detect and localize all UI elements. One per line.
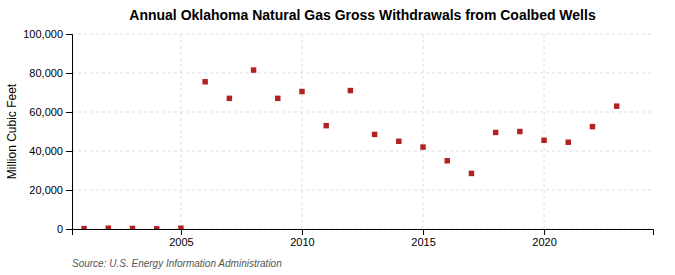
point [590, 124, 595, 129]
y-tick-mark [66, 229, 72, 230]
point [81, 226, 86, 229]
y-grid-line [72, 151, 653, 152]
point [372, 132, 377, 137]
y-tick-label: 40,000 [29, 145, 63, 157]
y-tick: 40,000 [29, 145, 72, 157]
point [227, 96, 232, 101]
x-tick-label: 2020 [532, 236, 556, 248]
title: Annual Oklahoma Natural Gas Gross Withdr… [129, 7, 596, 23]
chart-container: 2005 2010 2015 2020 0 20,000 40,000 60,000 80,00… [0, 0, 675, 275]
x-tick: 2005 [169, 229, 193, 248]
y-tick-label: 60,000 [29, 106, 63, 118]
y-axis-title: Million Cubic Feet [5, 83, 19, 179]
x-tick-mark [181, 229, 182, 235]
y-tick-mark [66, 34, 72, 35]
point [420, 144, 425, 149]
point [348, 88, 353, 93]
point [444, 158, 449, 163]
x-grid-line [180, 34, 181, 229]
y-axis: 0 20,000 40,000 60,000 80,000 100,000 [23, 28, 72, 235]
x-tick-mark [544, 229, 545, 235]
point [541, 138, 546, 143]
y-tick-label: 80,000 [29, 67, 63, 79]
point [517, 129, 522, 134]
y-tick: 20,000 [29, 184, 72, 196]
point [178, 225, 183, 229]
x-tick-mark [423, 229, 424, 235]
x-tick-label: 2005 [169, 236, 193, 248]
point [106, 225, 111, 229]
y-tick-label: 0 [57, 223, 63, 235]
y-grid-line [72, 112, 653, 113]
y-tick: 60,000 [29, 106, 72, 118]
point [251, 67, 256, 72]
point [299, 89, 304, 94]
point [566, 139, 571, 144]
y-axis-line [66, 35, 73, 230]
y-tick: 80,000 [29, 67, 72, 79]
points [81, 67, 619, 229]
y-tick: 100,000 [23, 28, 72, 40]
point [275, 96, 280, 101]
point [493, 130, 498, 135]
chart-svg: 2005 2010 2015 2020 0 20,000 40,000 60,000 80,00… [0, 0, 675, 275]
x-tick-mark [302, 229, 303, 235]
plot-area: 2005 2010 2015 2020 0 20,000 40,000 60,000 80,00… [23, 28, 653, 248]
point [614, 103, 619, 108]
y-grid-line [72, 73, 653, 74]
y-tick-label: 100,000 [23, 28, 63, 40]
source: Source: U.S. Energy Information Administ… [72, 258, 282, 269]
x-grid-line [423, 34, 424, 229]
x-tick: 2015 [411, 229, 435, 248]
point [154, 226, 159, 229]
x-axis: 2005 2010 2015 2020 [73, 229, 654, 248]
x-tick: 2010 [290, 229, 314, 248]
y-grid-line [72, 34, 653, 35]
y-tick-mark [66, 151, 72, 152]
point [396, 139, 401, 144]
point [469, 171, 474, 176]
y-grid-line [72, 190, 653, 191]
x-tick-label: 2015 [411, 236, 435, 248]
x-grid-line [301, 34, 302, 229]
y-tick-mark [66, 112, 72, 113]
y-tick-mark [66, 190, 72, 191]
point [202, 79, 207, 84]
y-tick-mark [66, 73, 72, 74]
grid [72, 34, 653, 229]
x-tick: 2020 [532, 229, 556, 248]
x-axis-line [73, 230, 654, 236]
point [130, 226, 135, 229]
y-tick: 0 [57, 223, 72, 235]
x-grid-line [544, 34, 545, 229]
point [323, 123, 328, 128]
x-tick-label: 2010 [290, 236, 314, 248]
y-tick-label: 20,000 [29, 184, 63, 196]
